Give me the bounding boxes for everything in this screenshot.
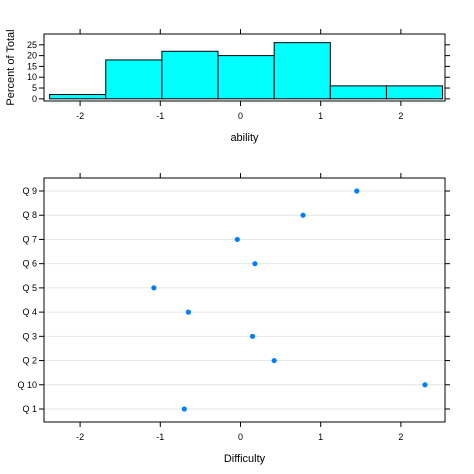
dotplot-x-axis-label: Difficulty bbox=[224, 453, 266, 465]
histogram-ytick-label: 25 bbox=[27, 40, 37, 50]
dotplot-point bbox=[249, 333, 256, 339]
dotplot-category-label: Q 1 bbox=[22, 404, 37, 414]
histogram-xtick-label: -2 bbox=[76, 111, 84, 121]
histogram-frame bbox=[43, 33, 446, 102]
histogram-bar-6 bbox=[329, 85, 387, 100]
dotplot-point bbox=[300, 212, 306, 218]
histogram-bar-5 bbox=[273, 42, 331, 100]
histogram-xtick-label: 1 bbox=[318, 111, 323, 121]
dotplot-point bbox=[185, 309, 191, 315]
histogram-bar-3 bbox=[161, 50, 219, 100]
histogram-bar-7 bbox=[385, 85, 444, 100]
dotplot-point bbox=[181, 406, 187, 412]
dotplot-point bbox=[252, 261, 258, 267]
dotplot-category-label: Q 2 bbox=[22, 356, 37, 366]
histogram-y-axis-label: Percent of Total bbox=[5, 29, 17, 105]
dotplot-panel: Q 1 Q 10 Q 2 Q 3 Q 4 Q 5 Q 6 Q 7 Q 8 Q 9 -2 -1 0 1 2 Di… bbox=[17, 173, 450, 465]
histogram-xtick-label: 0 bbox=[238, 111, 243, 121]
histogram-ytick-label: 5 bbox=[32, 83, 37, 93]
dotplot-category-label: Q 3 bbox=[22, 331, 37, 341]
histogram-xtick-label: -1 bbox=[156, 111, 164, 121]
dotplot-xtick-label: 0 bbox=[238, 432, 243, 442]
histogram-bar-2 bbox=[105, 59, 163, 100]
histogram-ytick-label: 15 bbox=[27, 61, 37, 71]
histogram-x-axis-label: ability bbox=[230, 132, 259, 144]
dotplot-point bbox=[422, 382, 428, 388]
histogram-ytick-label: 20 bbox=[27, 51, 37, 61]
dotplot-point bbox=[271, 357, 277, 364]
dotplot-point bbox=[151, 285, 157, 291]
dotplot-frame bbox=[43, 177, 446, 423]
dotplot-category-label: Q 9 bbox=[22, 186, 37, 196]
dotplot-category-label: Q 10 bbox=[17, 380, 37, 390]
dotplot-point bbox=[234, 236, 240, 243]
dotplot-xtick-label: -2 bbox=[76, 432, 84, 442]
dotplot-category-label: Q 5 bbox=[22, 283, 37, 293]
histogram-ytick-label: 0 bbox=[32, 94, 37, 104]
histogram-ytick-label: 10 bbox=[27, 72, 37, 82]
dotplot-category-label: Q 7 bbox=[22, 234, 37, 244]
histogram-xtick-label: 2 bbox=[398, 111, 403, 121]
histogram-bar-1 bbox=[49, 94, 107, 100]
dotplot-category-label: Q 4 bbox=[22, 307, 37, 317]
dotplot-point bbox=[354, 188, 360, 194]
dotplot-xtick-label: 2 bbox=[398, 432, 403, 442]
dotplot-category-label: Q 8 bbox=[22, 210, 37, 220]
dotplot-xtick-label: -1 bbox=[156, 432, 164, 442]
dotplot-xtick-label: 1 bbox=[318, 432, 323, 442]
histogram-bar-4 bbox=[217, 55, 275, 100]
dotplot-category-label: Q 6 bbox=[22, 259, 37, 269]
